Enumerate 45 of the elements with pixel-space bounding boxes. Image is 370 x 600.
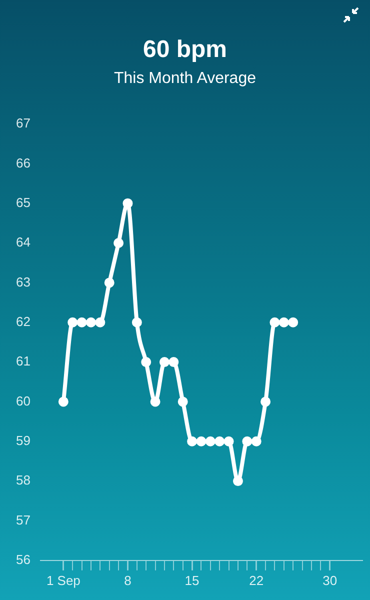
point xyxy=(214,436,225,446)
y-tick-label: 62 xyxy=(16,314,30,329)
point xyxy=(232,476,243,486)
y-tick-label: 67 xyxy=(16,116,30,131)
point xyxy=(114,238,124,248)
point xyxy=(132,317,142,328)
y-tick-label: 63 xyxy=(16,274,30,290)
y-tick-label: 64 xyxy=(16,234,30,250)
x-tick-label: 30 xyxy=(322,572,338,588)
point xyxy=(251,436,262,446)
point xyxy=(260,396,271,407)
point xyxy=(178,396,188,407)
point xyxy=(205,436,216,446)
point xyxy=(278,317,289,328)
chart-subtitle: This Month Average xyxy=(112,70,257,88)
y-tick-label: 65 xyxy=(16,194,30,210)
point xyxy=(196,436,206,446)
y-tick-label: 56 xyxy=(16,552,30,567)
point xyxy=(86,317,96,328)
point xyxy=(104,278,114,288)
y-tick-label: 57 xyxy=(16,512,30,528)
x-tick-label: 1 Sep xyxy=(46,572,80,588)
point xyxy=(76,317,87,328)
point xyxy=(159,357,170,368)
chart-title: 60 bpm xyxy=(142,36,228,64)
point xyxy=(288,317,298,328)
point xyxy=(187,436,198,446)
point xyxy=(150,396,160,407)
y-tick-label: 58 xyxy=(16,472,30,488)
point xyxy=(58,396,68,407)
point xyxy=(68,317,78,328)
point xyxy=(168,357,179,368)
x-tick-label: 8 xyxy=(124,572,132,588)
y-tick-label: 59 xyxy=(16,432,30,448)
point xyxy=(95,317,106,328)
y-tick-label: 66 xyxy=(16,155,30,170)
y-tick-label: 61 xyxy=(16,354,30,369)
x-tick-label: 22 xyxy=(249,572,264,588)
point xyxy=(122,198,133,208)
point xyxy=(141,357,152,368)
point xyxy=(270,317,280,328)
y-tick-label: 60 xyxy=(16,393,30,408)
point xyxy=(224,436,234,446)
x-tick-label: 15 xyxy=(184,572,200,588)
point xyxy=(242,436,252,446)
